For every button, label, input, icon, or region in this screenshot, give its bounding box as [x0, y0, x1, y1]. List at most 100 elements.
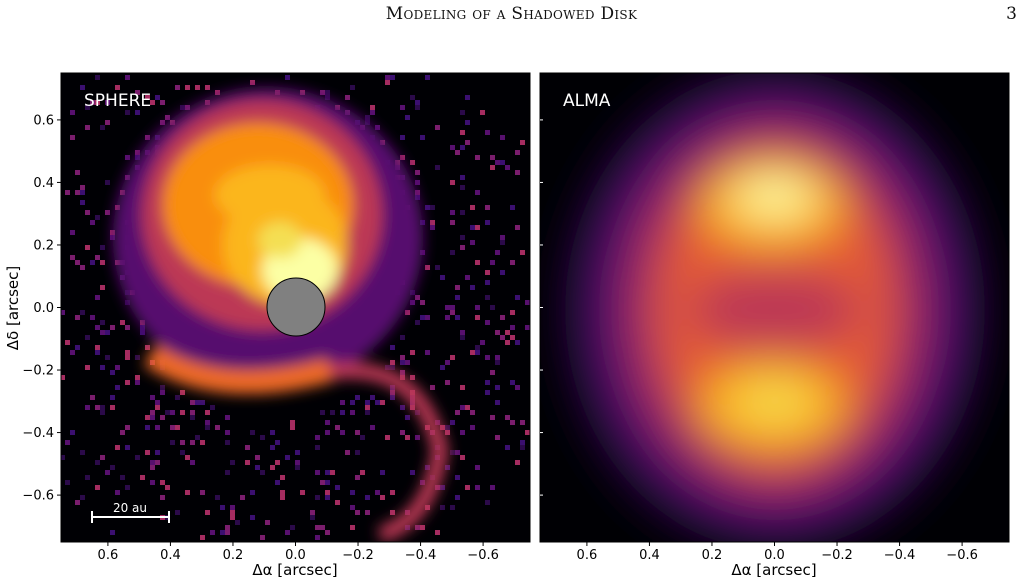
noise-pixel — [100, 245, 105, 250]
noise-pixel — [90, 100, 95, 105]
noise-pixel — [100, 330, 105, 335]
noise-pixel — [85, 365, 90, 370]
noise-pixel — [250, 490, 255, 495]
noise-pixel — [105, 470, 110, 475]
noise-pixel — [430, 205, 435, 210]
noise-pixel — [155, 95, 160, 100]
noise-pixel — [125, 110, 130, 115]
noise-pixel — [460, 455, 465, 460]
noise-pixel — [155, 450, 160, 455]
noise-pixel — [165, 485, 170, 490]
noise-pixel — [460, 235, 465, 240]
noise-pixel — [325, 90, 330, 95]
noise-pixel — [135, 90, 140, 95]
noise-pixel — [500, 135, 505, 140]
noise-pixel — [80, 190, 85, 195]
noise-pixel — [85, 210, 90, 215]
noise-pixel — [430, 225, 435, 230]
noise-pixel — [485, 320, 490, 325]
noise-pixel — [280, 495, 285, 500]
noise-pixel — [120, 320, 125, 325]
noise-pixel — [80, 310, 85, 315]
noise-pixel — [460, 175, 465, 180]
noise-pixel — [290, 420, 295, 425]
noise-pixel — [420, 220, 425, 225]
scale-bar: 20 au — [91, 501, 170, 523]
noise-pixel — [440, 505, 445, 510]
noise-pixel — [160, 385, 165, 390]
noise-pixel — [405, 360, 410, 365]
noise-pixel — [450, 210, 455, 215]
noise-pixel — [470, 350, 475, 355]
noise-pixel — [85, 335, 90, 340]
noise-pixel — [160, 480, 165, 485]
noise-pixel — [350, 525, 355, 530]
noise-pixel — [430, 385, 435, 390]
noise-pixel — [210, 530, 215, 535]
noise-pixel — [500, 270, 505, 275]
noise-pixel — [100, 125, 105, 130]
y-tick-label: 0.4 — [33, 176, 54, 191]
noise-pixel — [325, 495, 330, 500]
noise-pixel — [105, 100, 110, 105]
noise-pixel — [95, 405, 100, 410]
noise-pixel — [160, 495, 165, 500]
noise-pixel — [475, 315, 480, 320]
noise-pixel — [180, 410, 185, 415]
x-tick-label: 0.2 — [223, 548, 244, 563]
noise-pixel — [315, 435, 320, 440]
y-tick-label: 0.0 — [33, 301, 54, 316]
noise-pixel — [285, 75, 290, 80]
noise-pixel — [280, 490, 285, 495]
noise-pixel — [460, 405, 465, 410]
x-tick-label: 0.6 — [577, 548, 598, 563]
noise-pixel — [500, 235, 505, 240]
noise-pixel — [170, 425, 175, 430]
noise-pixel — [460, 110, 465, 115]
noise-pixel — [365, 410, 370, 415]
noise-pixel — [205, 410, 210, 415]
noise-pixel — [250, 430, 255, 435]
noise-pixel — [420, 525, 425, 530]
noise-pixel — [365, 495, 370, 500]
noise-pixel — [61, 310, 65, 315]
noise-pixel — [460, 145, 465, 150]
noise-pixel — [90, 220, 95, 225]
noise-pixel — [525, 430, 530, 435]
noise-pixel — [155, 460, 160, 465]
page-number: 3 — [1006, 4, 1017, 24]
noise-pixel — [240, 495, 245, 500]
noise-pixel — [420, 300, 425, 305]
noise-pixel — [285, 455, 290, 460]
noise-pixel — [160, 120, 165, 125]
noise-pixel — [200, 440, 205, 445]
noise-pixel — [445, 430, 450, 435]
y-tick-label: −0.4 — [22, 426, 54, 441]
noise-pixel — [445, 380, 450, 385]
noise-pixel — [110, 530, 115, 535]
noise-pixel — [520, 140, 525, 145]
noise-pixel — [465, 275, 470, 280]
noise-pixel — [165, 115, 170, 120]
noise-pixel — [315, 445, 320, 450]
y-tick-label: −0.6 — [22, 489, 54, 504]
noise-pixel — [485, 280, 490, 285]
noise-pixel — [400, 360, 405, 365]
noise-pixel — [75, 315, 80, 320]
noise-pixel — [200, 400, 205, 405]
noise-pixel — [100, 455, 105, 460]
noise-pixel — [400, 135, 405, 140]
noise-pixel — [475, 345, 480, 350]
noise-pixel — [270, 430, 275, 435]
y-axis-label: Δδ [arcsec] — [4, 266, 22, 350]
noise-pixel — [110, 370, 115, 375]
noise-pixel — [85, 245, 90, 250]
noise-pixel — [205, 85, 210, 90]
noise-pixel — [260, 535, 265, 540]
noise-pixel — [425, 75, 430, 80]
noise-pixel — [205, 510, 210, 515]
noise-pixel — [455, 315, 460, 320]
noise-pixel — [400, 155, 405, 160]
noise-pixel — [370, 425, 375, 430]
noise-pixel — [295, 460, 300, 465]
